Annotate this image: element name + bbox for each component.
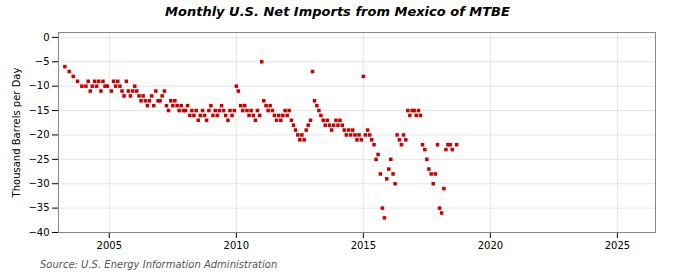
svg-text:−35: −35 (28, 202, 49, 213)
svg-text:−25: −25 (28, 154, 49, 165)
svg-text:0: 0 (43, 32, 49, 43)
svg-text:−15: −15 (28, 105, 49, 116)
svg-text:2010: 2010 (224, 240, 249, 251)
svg-text:−20: −20 (28, 129, 49, 140)
html-text:Source: U.S. Energy Informatio: Source: U.S. Energy Information Administ… (40, 259, 278, 270)
svg-text:−40: −40 (28, 227, 49, 238)
svg-text:−30: −30 (28, 178, 49, 189)
svg-text:2020: 2020 (478, 240, 503, 251)
svg-text:−5: −5 (35, 56, 50, 67)
html-text:Monthly U.S. Net Imports from: Monthly U.S. Net Imports from Mexico of … (165, 4, 510, 19)
svg-text:Thousand Barrels per Day: Thousand Barrels per Day (11, 68, 22, 199)
svg-text:2025: 2025 (605, 240, 630, 251)
svg-text:−10: −10 (28, 80, 49, 91)
svg-text:2015: 2015 (351, 240, 376, 251)
svg-text:2005: 2005 (97, 240, 122, 251)
